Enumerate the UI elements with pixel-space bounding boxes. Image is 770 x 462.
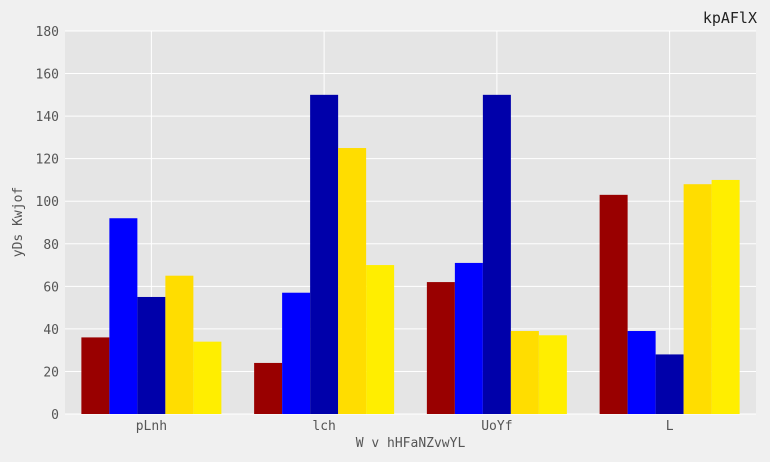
- bar: [366, 265, 395, 414]
- bar: [627, 331, 656, 414]
- y-tick-label: 60: [43, 280, 59, 295]
- x-tick-label: pLnh: [136, 419, 167, 434]
- y-tick-label: 80: [43, 238, 59, 253]
- bar: [426, 282, 455, 414]
- x-tick-label: lch: [312, 419, 335, 434]
- bar: [310, 94, 339, 414]
- y-axis-ticks: 0 20 40 60 80 100 120 140 160 180: [36, 25, 59, 423]
- bar: [338, 148, 367, 414]
- x-tick-label: L: [666, 419, 674, 434]
- bar: [683, 184, 712, 414]
- chart-title: kpAFlX: [703, 9, 757, 27]
- bar: [599, 194, 628, 414]
- y-tick-label: 160: [36, 68, 59, 83]
- bar: [137, 296, 166, 414]
- bar: [655, 354, 684, 414]
- y-tick-label: 180: [36, 25, 59, 40]
- y-axis-label: yDs Kwjof: [11, 187, 26, 257]
- bar: [109, 218, 138, 414]
- y-tick-label: 0: [51, 408, 59, 423]
- y-tick-label: 20: [43, 365, 59, 380]
- bar: [165, 275, 194, 414]
- bar: [254, 362, 283, 414]
- bar: [538, 335, 567, 414]
- x-axis-label: W v hHFaNZvwYL: [356, 436, 466, 451]
- bar: [482, 94, 511, 414]
- x-axis-ticks: pLnh lch UoYf L: [136, 419, 674, 434]
- y-tick-label: 100: [36, 195, 59, 210]
- bar: [711, 179, 740, 414]
- bar: [193, 341, 222, 414]
- bar: [81, 337, 110, 414]
- y-tick-label: 120: [36, 153, 59, 168]
- bar: [454, 262, 483, 414]
- bar: [510, 331, 539, 414]
- y-tick-label: 40: [43, 323, 59, 338]
- bars: [81, 94, 740, 414]
- x-tick-label: UoYf: [481, 419, 512, 434]
- bar: [282, 292, 311, 414]
- y-tick-label: 140: [36, 110, 59, 125]
